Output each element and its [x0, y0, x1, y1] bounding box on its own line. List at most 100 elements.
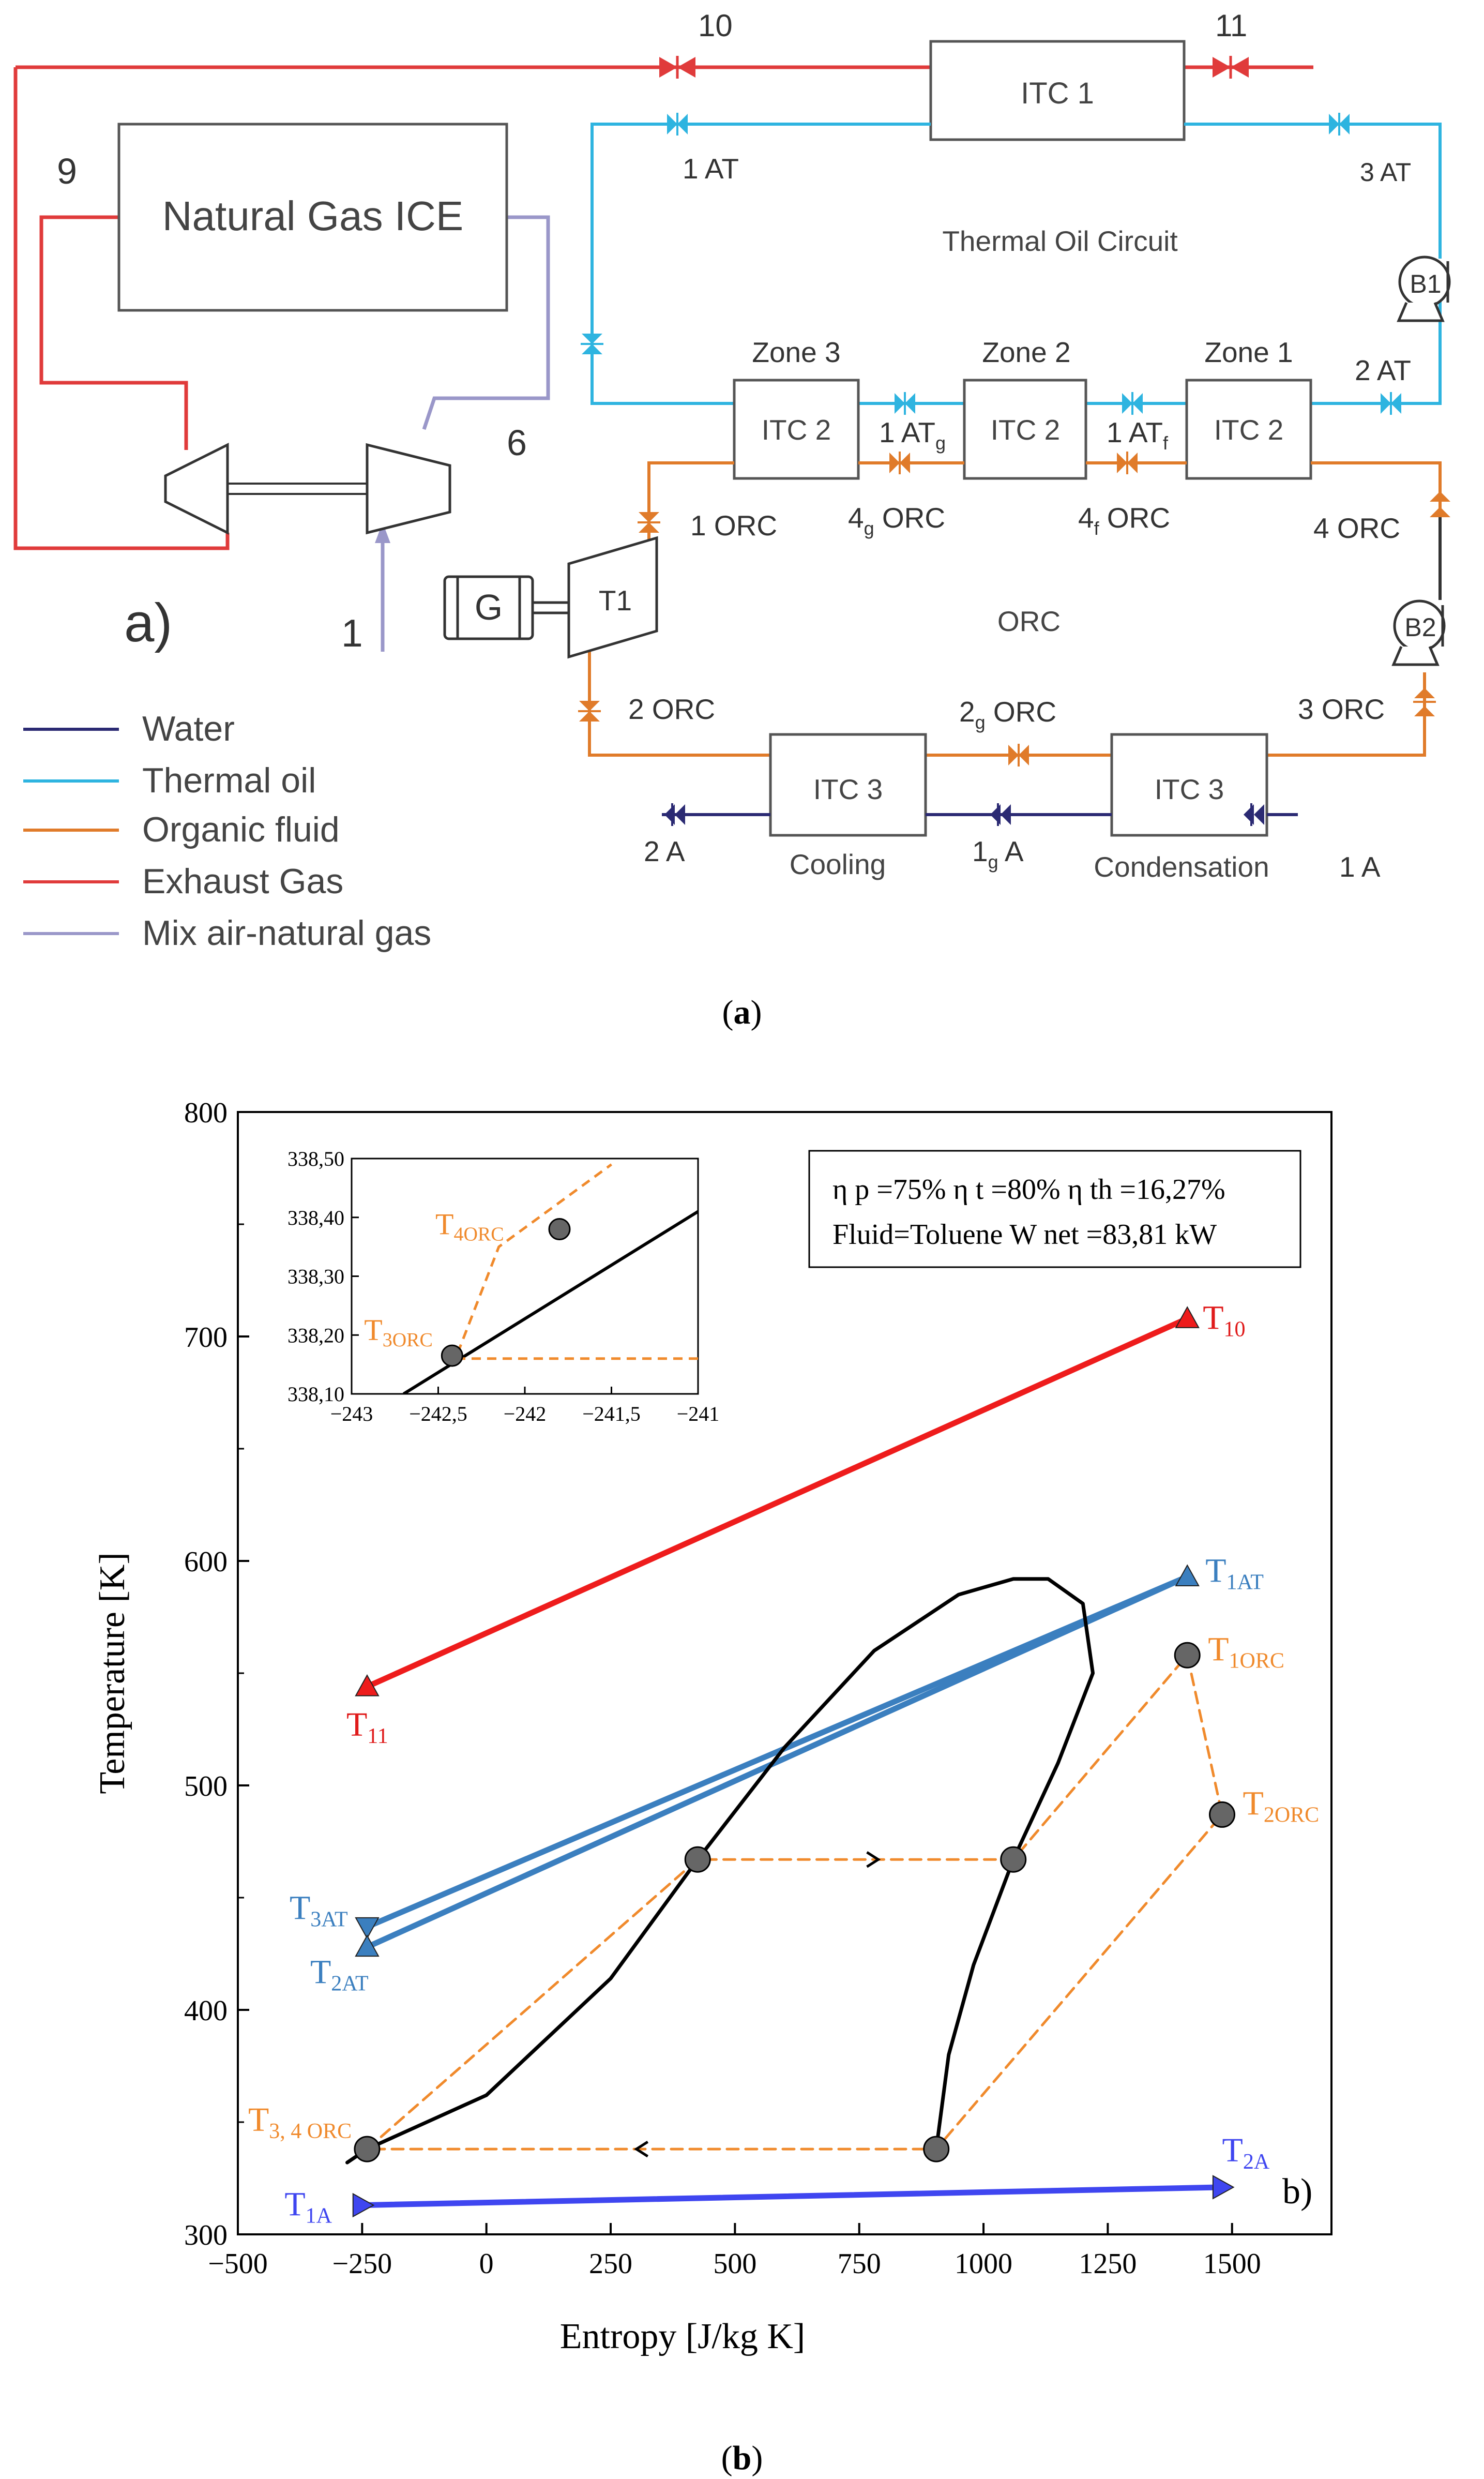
x-tick-label: 1000 — [955, 2248, 1012, 2280]
legend-water-label: Water — [142, 709, 235, 748]
itc2-zone3-label: ITC 2 — [762, 414, 831, 446]
itc3-condensation-label: ITC 3 — [1155, 773, 1224, 805]
inset-x-tick-label: −241,5 — [582, 1402, 641, 1425]
series-saturation-dome — [345, 1577, 1095, 2165]
water-point-1a: 1 A — [1339, 851, 1381, 883]
info-box — [808, 1150, 1301, 1268]
legend-airgas-label: Mix air-natural gas — [142, 913, 431, 953]
state-point — [1000, 1846, 1027, 1873]
legend-oil-label: Thermal oil — [142, 761, 316, 800]
inset-point-t3orc — [441, 1344, 463, 1367]
marker-t11 — [355, 1674, 380, 1696]
natural-gas-ice-box — [117, 123, 508, 312]
itc3-condensation-box — [1110, 733, 1268, 837]
marker-t1a — [352, 2192, 375, 2218]
marker-t2a — [1212, 2175, 1235, 2200]
series-water — [359, 2184, 1225, 2208]
inset-frame — [351, 1158, 699, 1395]
water-point-1ga: 1g A — [972, 835, 1024, 873]
y-tick-label: 300 — [184, 2219, 228, 2251]
state-point — [1209, 1801, 1235, 1828]
orc-point-4f: 4f ORC — [1078, 502, 1170, 539]
y-tick-label: 400 — [184, 1995, 228, 2027]
legend-organic-label: Organic fluid — [142, 810, 340, 849]
annotation-t10: T10 — [1203, 1299, 1245, 1341]
y-tick-label: 800 — [184, 1097, 228, 1129]
oil-circuit-label: Thermal Oil Circuit — [942, 225, 1177, 257]
inset-x-tick-label: −241 — [677, 1402, 720, 1425]
pump-b1-icon — [1397, 256, 1451, 322]
inset-y-tick-label: 338,50 — [287, 1147, 344, 1170]
oil-point-3at: 3 AT — [1360, 158, 1411, 187]
state-point — [1174, 1642, 1201, 1669]
orc-point-4: 4 ORC — [1313, 512, 1400, 544]
inset-label-t4orc: T4ORC — [435, 1208, 504, 1245]
annotation-t2orc: T2ORC — [1243, 1784, 1320, 1827]
series-thermal-oil-3at-1at — [364, 1573, 1190, 1930]
node-11: 11 — [1215, 8, 1247, 43]
marker-t1at — [1175, 1564, 1200, 1586]
zone-2-label: Zone 2 — [982, 336, 1070, 368]
water-point-2a: 2 A — [644, 835, 685, 867]
inset-point-t4orc — [548, 1218, 571, 1240]
inset-x-tick-label: −242 — [504, 1402, 547, 1425]
x-tick-label: 250 — [589, 2248, 632, 2280]
x-tick-label: 1250 — [1079, 2248, 1137, 2280]
annotation-t1a: T1A — [284, 2186, 332, 2228]
state-point — [923, 2136, 950, 2162]
x-tick-label: 750 — [838, 2248, 881, 2280]
oil-point-1atg: 1 ATg — [879, 416, 946, 454]
schematic-legend: Water Thermal oil Organic fluid Exhaust … — [23, 709, 431, 953]
pump-b2-icon — [1391, 599, 1446, 666]
cooling-label: Cooling — [790, 848, 886, 880]
orc-point-2: 2 ORC — [628, 693, 715, 725]
orc-point-4g: 4g ORC — [848, 502, 945, 539]
generator-icon — [443, 575, 569, 640]
state-point — [354, 2136, 381, 2162]
annotation-t1at: T1AT — [1205, 1552, 1264, 1594]
turbine-t1-icon — [567, 536, 658, 659]
annotation-t11: T11 — [346, 1706, 388, 1748]
legend-exhaust-label: Exhaust Gas — [142, 862, 343, 901]
turbocharger — [164, 442, 451, 535]
orc-label: ORC — [997, 605, 1061, 637]
marker-t10 — [1175, 1306, 1200, 1328]
itc1-label: ITC 1 — [1021, 77, 1094, 110]
node-6: 6 — [507, 423, 527, 463]
inset-y-tick-label: 338,40 — [287, 1206, 344, 1229]
itc2-zone1-label: ITC 2 — [1214, 414, 1283, 446]
node-9: 9 — [57, 151, 77, 191]
oil-point-1at: 1 AT — [683, 153, 739, 185]
thermal-oil-circuit — [590, 123, 1442, 405]
node-1: 1 — [341, 611, 363, 655]
node-10: 10 — [698, 8, 733, 43]
inset-y-tick-label: 338,30 — [287, 1265, 344, 1288]
inset-x-tick-label: −243 — [330, 1402, 373, 1425]
inset-orc-line — [453, 1163, 698, 1360]
orc-direction-arrow — [866, 1851, 881, 1868]
x-axis-label: Entropy [J/kg K] — [560, 2317, 805, 2356]
itc2-zone2-label: ITC 2 — [991, 414, 1060, 446]
generator-label: G — [475, 587, 503, 627]
caption-b: (b) — [721, 2439, 763, 2477]
orc-point-2g: 2g ORC — [959, 696, 1056, 733]
y-axis-label: Temperature [K] — [93, 1552, 132, 1794]
itc3-cooling-box — [769, 733, 927, 837]
x-tick-label: 500 — [713, 2248, 756, 2280]
zone-3-label: Zone 3 — [752, 336, 840, 368]
turbine-label: T1 — [599, 584, 632, 617]
inset-x-tick-label: −242,5 — [409, 1402, 467, 1425]
inset-y-tick-label: 338,20 — [287, 1324, 344, 1347]
series-thermal-oil-2at-1at — [364, 1573, 1190, 1950]
info-line-1: η p =75% η t =80% η th =16,27% — [832, 1174, 1225, 1206]
annotation-t2at: T2AT — [310, 1953, 369, 1995]
y-tick-label: 500 — [184, 1770, 228, 1802]
caption-a: (a) — [722, 994, 762, 1031]
valve-10-icon — [659, 56, 695, 79]
panel-a-label: a) — [124, 593, 172, 653]
itc2-zone2-box — [963, 379, 1087, 480]
y-axis-ticks: 300 400 500 600 700 800 — [184, 1097, 249, 2251]
air-gas-line — [375, 215, 550, 652]
itc2-zone1-box — [1185, 379, 1312, 480]
y-tick-label: 700 — [184, 1321, 228, 1354]
